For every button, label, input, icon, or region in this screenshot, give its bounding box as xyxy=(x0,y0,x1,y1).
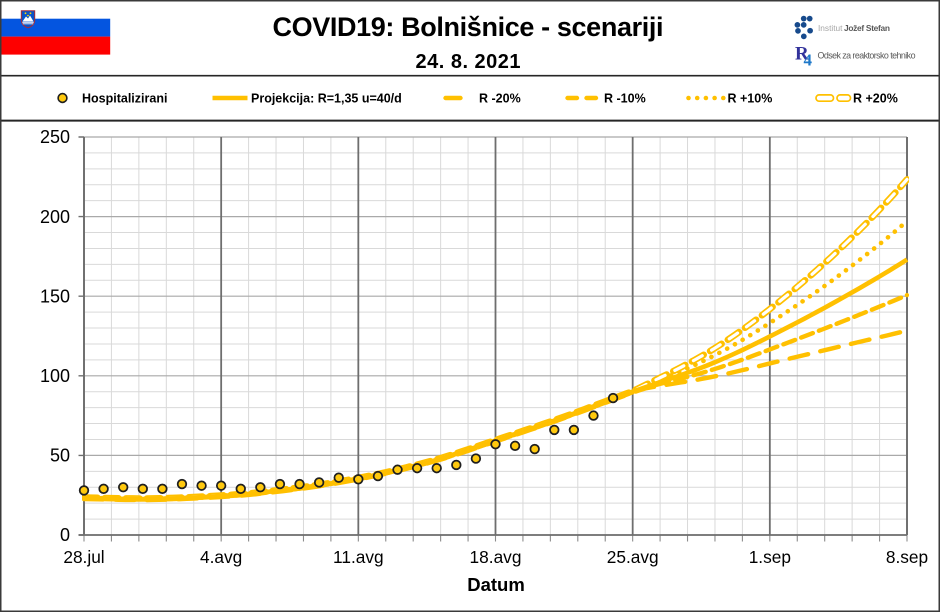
svg-text:Institut: Institut xyxy=(818,23,843,33)
svg-text:18.avg: 18.avg xyxy=(470,547,522,567)
svg-text:50: 50 xyxy=(50,446,70,466)
svg-text:200: 200 xyxy=(40,207,70,227)
svg-text:R +10%: R +10% xyxy=(728,92,773,106)
svg-text:24. 8. 2021: 24. 8. 2021 xyxy=(416,51,521,73)
svg-text:R -20%: R -20% xyxy=(479,92,521,106)
svg-text:R +20%: R +20% xyxy=(853,92,898,106)
svg-text:150: 150 xyxy=(40,286,70,306)
svg-text:Odsek za reaktorsko tehniko: Odsek za reaktorsko tehniko xyxy=(818,51,916,61)
svg-text:11.avg: 11.avg xyxy=(333,547,384,567)
svg-text:4.avg: 4.avg xyxy=(200,547,242,567)
svg-text:Datum: Datum xyxy=(467,574,525,595)
svg-text:Projekcija: R=1,35 u=40/d: Projekcija: R=1,35 u=40/d xyxy=(251,92,402,106)
svg-text:4: 4 xyxy=(804,51,813,70)
svg-text:COVID19: Bolnišnice - scenarij: COVID19: Bolnišnice - scenariji xyxy=(273,12,664,42)
svg-text:28.jul: 28.jul xyxy=(63,547,104,567)
svg-text:1.sep: 1.sep xyxy=(749,547,791,567)
svg-text:Hospitalizirani: Hospitalizirani xyxy=(82,92,167,106)
svg-text:0: 0 xyxy=(60,525,70,545)
svg-text:8.sep: 8.sep xyxy=(886,547,928,567)
svg-text:250: 250 xyxy=(40,127,70,147)
svg-text:R: R xyxy=(795,44,809,65)
svg-text:R -10%: R -10% xyxy=(604,92,646,106)
svg-text:100: 100 xyxy=(40,366,70,386)
svg-text:Jožef Stefan: Jožef Stefan xyxy=(844,23,890,33)
svg-text:25.avg: 25.avg xyxy=(607,547,659,567)
